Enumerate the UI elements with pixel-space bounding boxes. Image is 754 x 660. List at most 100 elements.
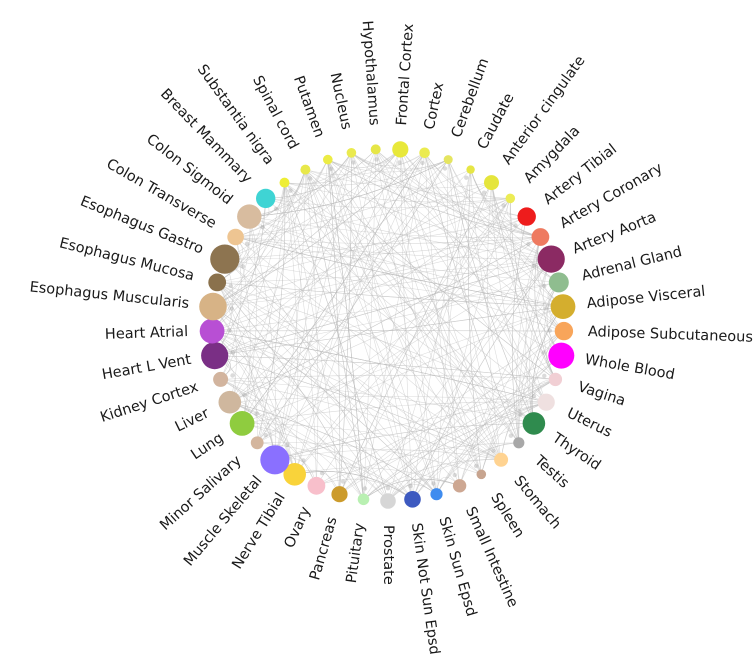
network-edge <box>220 379 534 424</box>
node-label: Uterus <box>564 406 614 441</box>
network-edge <box>517 258 552 443</box>
network-edge <box>235 236 552 260</box>
network-edge <box>327 159 413 500</box>
network-edge <box>339 401 547 495</box>
edge-endpoint-marker <box>240 264 246 269</box>
network-edge <box>265 198 535 424</box>
network-edge <box>217 198 266 283</box>
network-edge <box>224 258 437 495</box>
network-edge <box>284 182 340 495</box>
network-edge <box>235 182 492 238</box>
network-node <box>484 175 499 191</box>
network-edge <box>217 159 329 283</box>
edge-endpoint-marker <box>328 166 334 171</box>
edge-endpoint-marker <box>541 350 546 355</box>
network-edge <box>436 379 556 495</box>
network-edge <box>491 182 562 356</box>
network-edge <box>424 152 520 443</box>
node-label: Pancreas <box>307 515 340 582</box>
edge-endpoint-marker <box>464 175 469 180</box>
edges-layer <box>211 149 565 502</box>
network-edge <box>274 401 547 461</box>
node-label: Adipose Visceral <box>586 284 706 312</box>
network-edge <box>284 182 535 424</box>
network-edge <box>387 182 492 502</box>
network-edge <box>363 478 460 500</box>
edge-endpoint-marker <box>431 481 436 486</box>
network-edge <box>327 159 502 460</box>
node-label: Hypothalamus <box>359 20 382 126</box>
network-node <box>505 193 516 204</box>
nodes-layer <box>199 141 576 509</box>
network-edge <box>212 169 306 307</box>
network-edge <box>351 152 413 500</box>
network-node <box>199 318 225 344</box>
network-edge <box>249 159 449 217</box>
network-node <box>404 491 421 508</box>
network-node <box>548 372 563 387</box>
network-edge <box>305 169 552 260</box>
network-edge <box>235 236 559 283</box>
network-edge <box>249 216 502 460</box>
network-node <box>323 154 333 165</box>
network-node <box>199 292 227 321</box>
network-edge <box>216 282 258 443</box>
edge-endpoint-marker <box>543 306 548 311</box>
node-label: Putamen <box>290 74 327 140</box>
network-edge <box>256 149 401 443</box>
node-label: Heart Atrial <box>105 324 189 343</box>
network-node <box>550 294 576 319</box>
network-node <box>554 321 574 341</box>
network-edge <box>351 152 541 238</box>
network-edge <box>220 182 285 380</box>
edge-endpoint-marker <box>229 306 234 311</box>
network-node <box>419 147 430 159</box>
node-label: Ovary <box>282 504 314 551</box>
network-edge <box>229 401 317 486</box>
network-edge <box>412 236 541 500</box>
network-edge <box>224 258 460 486</box>
network-edge <box>284 182 299 475</box>
network-edge <box>529 258 552 424</box>
network-edge <box>387 258 552 502</box>
network-edge <box>211 152 352 332</box>
network-edge <box>470 169 552 260</box>
network-edge <box>284 159 449 186</box>
edge-endpoint-marker <box>542 373 547 378</box>
network-edge <box>363 149 376 500</box>
network-edge <box>305 169 364 500</box>
edge-endpoint-marker <box>518 412 523 417</box>
network-edge <box>249 216 564 332</box>
network-edge <box>257 442 413 500</box>
network-edge <box>305 169 556 380</box>
network-edge <box>224 258 564 307</box>
node-label: Prostate <box>380 525 396 585</box>
network-edge <box>387 401 547 502</box>
network-node <box>218 390 242 414</box>
network-node <box>279 177 290 188</box>
network-node <box>476 469 487 480</box>
edge-endpoint-marker <box>408 483 413 489</box>
network-node <box>522 412 546 435</box>
network-edge <box>487 182 502 460</box>
network-edge <box>447 159 559 283</box>
labels-layer: Frontal Cortex Cortex CerebellumCaudateAnt… <box>29 20 753 656</box>
network-edge <box>351 152 482 475</box>
network-edge <box>284 182 511 203</box>
network-node <box>430 488 443 501</box>
network-edge <box>235 159 329 238</box>
edge-endpoint-marker <box>420 160 425 166</box>
network-edge <box>257 236 541 444</box>
network-edge <box>249 216 535 424</box>
network-edge <box>363 258 552 500</box>
network-edge <box>436 355 562 495</box>
edge-endpoint-marker <box>374 157 379 162</box>
network-edge <box>294 149 376 475</box>
network-edge <box>257 258 552 444</box>
network-edge <box>511 216 527 443</box>
edge-endpoint-marker <box>473 463 479 469</box>
network-edge <box>212 198 511 307</box>
network-edge <box>387 459 502 502</box>
edge-endpoint-marker <box>481 190 487 195</box>
network-edge <box>424 152 565 332</box>
